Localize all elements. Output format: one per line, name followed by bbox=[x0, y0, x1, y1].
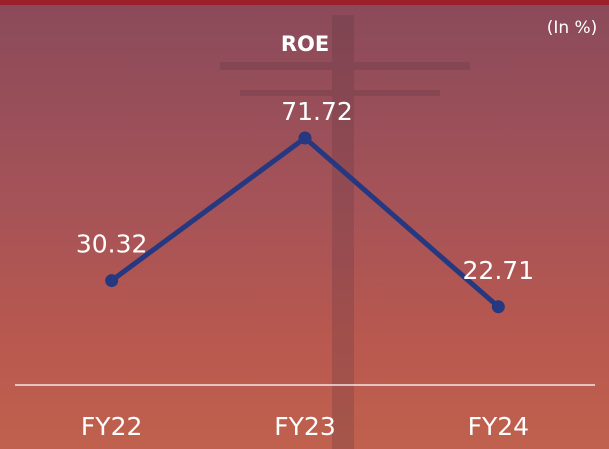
pole-silhouette bbox=[220, 15, 470, 449]
point bbox=[298, 131, 312, 145]
value-label: 30.32 bbox=[76, 230, 148, 259]
x-tick-label: FY24 bbox=[468, 412, 529, 441]
top-stripe bbox=[0, 0, 609, 5]
value-label: 71.72 bbox=[281, 97, 353, 126]
value-label: 22.71 bbox=[463, 256, 535, 285]
x-tick-label: FY22 bbox=[81, 412, 142, 441]
x-tick-label: FY23 bbox=[274, 412, 335, 441]
unit-label: (In %) bbox=[547, 18, 598, 38]
chart-title: ROE bbox=[281, 32, 329, 56]
point bbox=[491, 300, 505, 314]
point bbox=[105, 274, 119, 288]
